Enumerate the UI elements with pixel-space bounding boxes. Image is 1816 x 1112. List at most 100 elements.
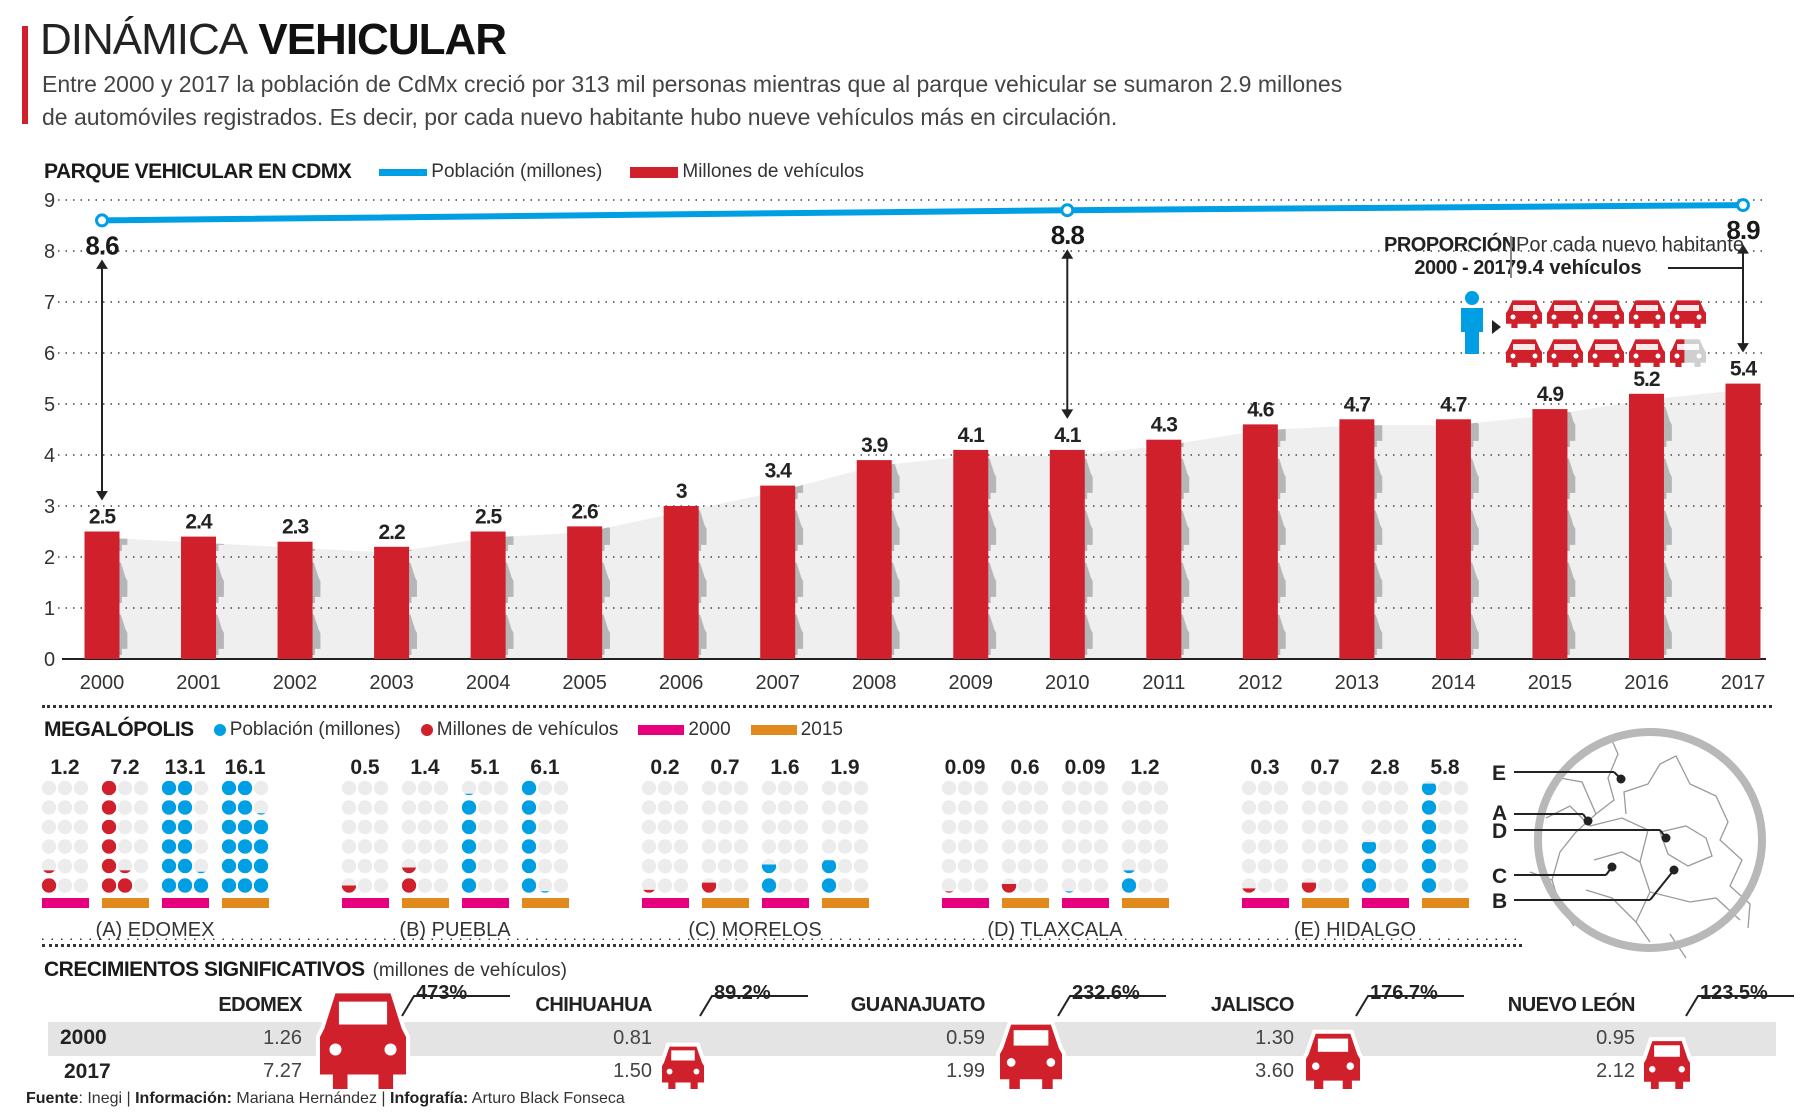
bar-2007 [760,485,796,659]
empty-dot [1437,839,1453,854]
empty-dot [357,800,373,815]
empty-dot [941,780,957,796]
filled-dot [1361,842,1377,854]
empty-dot [537,800,553,815]
empty-dot [761,780,777,796]
empty-dot [537,839,553,854]
bar-value-label: 2.5 [475,506,503,529]
empty-dot [1033,839,1049,854]
filled-dot [521,819,537,835]
region-value-label: 1.9 [830,756,859,779]
growth-header: CRECIMIENTOS SIGNIFICATIVOS (millones de… [44,958,567,982]
orange-bar-icon [750,725,797,735]
empty-dot [1273,800,1289,815]
empty-dot [1241,819,1257,835]
credits-graphic: Arturo Black Fonseca [468,1090,625,1107]
empty-dot [733,839,749,854]
legend-bar-icon [630,166,679,178]
empty-dot [1257,878,1273,893]
bar-value-label: 3 [676,480,687,503]
year-bar-2015 [1002,898,1049,908]
empty-dot [1257,858,1273,874]
empty-dot [641,858,657,874]
region-value-label: 1.2 [50,756,79,779]
year-bar-2000 [42,898,89,908]
empty-dot [461,780,477,796]
filled-dot [41,878,57,893]
map-label-b: B [1492,890,1507,913]
filled-dot [221,780,237,796]
filled-dot [521,858,537,874]
empty-dot [253,780,269,796]
empty-dot [73,878,89,893]
empty-dot [1077,819,1093,835]
empty-dot [821,839,837,854]
empty-dot [1273,839,1289,854]
filled-dot [221,819,237,835]
growth-leader-line [1057,995,1166,1017]
empty-dot [1393,839,1409,854]
empty-dot [73,800,89,815]
bar-2013 [1339,419,1375,659]
empty-dot [673,800,689,815]
filled-dot [461,819,477,835]
region-value-label: 5.8 [1430,756,1460,779]
state-name: JALISCO [1210,994,1295,1016]
legend-mega-population-label: Población (millones) [229,719,401,740]
empty-dot [973,878,989,893]
empty-dot [793,858,809,874]
bar-value-label: 2.4 [185,511,213,534]
empty-dot [1093,819,1109,835]
credits-graphic-label: Infografía: [390,1090,469,1107]
difference-arrow [1061,249,1074,419]
empty-dot [1153,858,1169,874]
empty-dot [537,819,553,835]
x-tick-label: 2008 [852,672,897,694]
region-value-label: 0.7 [1310,756,1339,779]
empty-dot [493,819,509,835]
empty-dot [837,819,853,835]
empty-dot [117,819,133,835]
credits-source: : Inegi | [78,1090,136,1107]
filled-dot [761,878,777,893]
population-point [1736,198,1750,213]
empty-dot [57,858,73,874]
filled-dot [1123,870,1135,874]
region-value-label: 0.2 [650,756,679,779]
empty-dot [641,878,657,893]
year-bar-2000 [942,898,989,908]
empty-dot [357,780,373,796]
bar-value-label: 4.1 [1054,424,1082,447]
empty-dot [553,878,569,893]
region-value-label: 6.1 [530,756,560,779]
filled-dot [237,858,253,874]
difference-arrow [96,259,108,501]
empty-dot [641,839,657,854]
filled-dot [464,793,474,796]
legend-year-2000: 2000 [638,719,731,741]
filled-dot [643,889,655,893]
x-tick-label: 2005 [562,672,607,694]
y-tick-label: 8 [44,241,55,263]
empty-dot [341,780,357,796]
empty-dot [673,858,689,874]
legend-year-2015-label: 2015 [800,719,843,740]
empty-dot [1377,780,1393,796]
region-value-label: 2.8 [1370,756,1400,779]
empty-dot [1033,780,1049,796]
filled-dot [761,864,777,874]
empty-dot [401,780,417,796]
empty-dot [1393,819,1409,835]
filled-dot [821,860,837,874]
empty-dot [837,780,853,796]
empty-dot [1017,839,1033,854]
empty-dot [1121,839,1137,854]
population-value-label: 8.8 [1051,220,1085,250]
empty-dot [1453,878,1469,893]
car-icon [996,1020,1066,1093]
filled-dot [177,878,193,893]
empty-dot [777,858,793,874]
credits-info: Mariana Hernández | [231,1090,390,1107]
filled-dot [1301,882,1317,893]
year-bar-2015 [222,898,269,908]
